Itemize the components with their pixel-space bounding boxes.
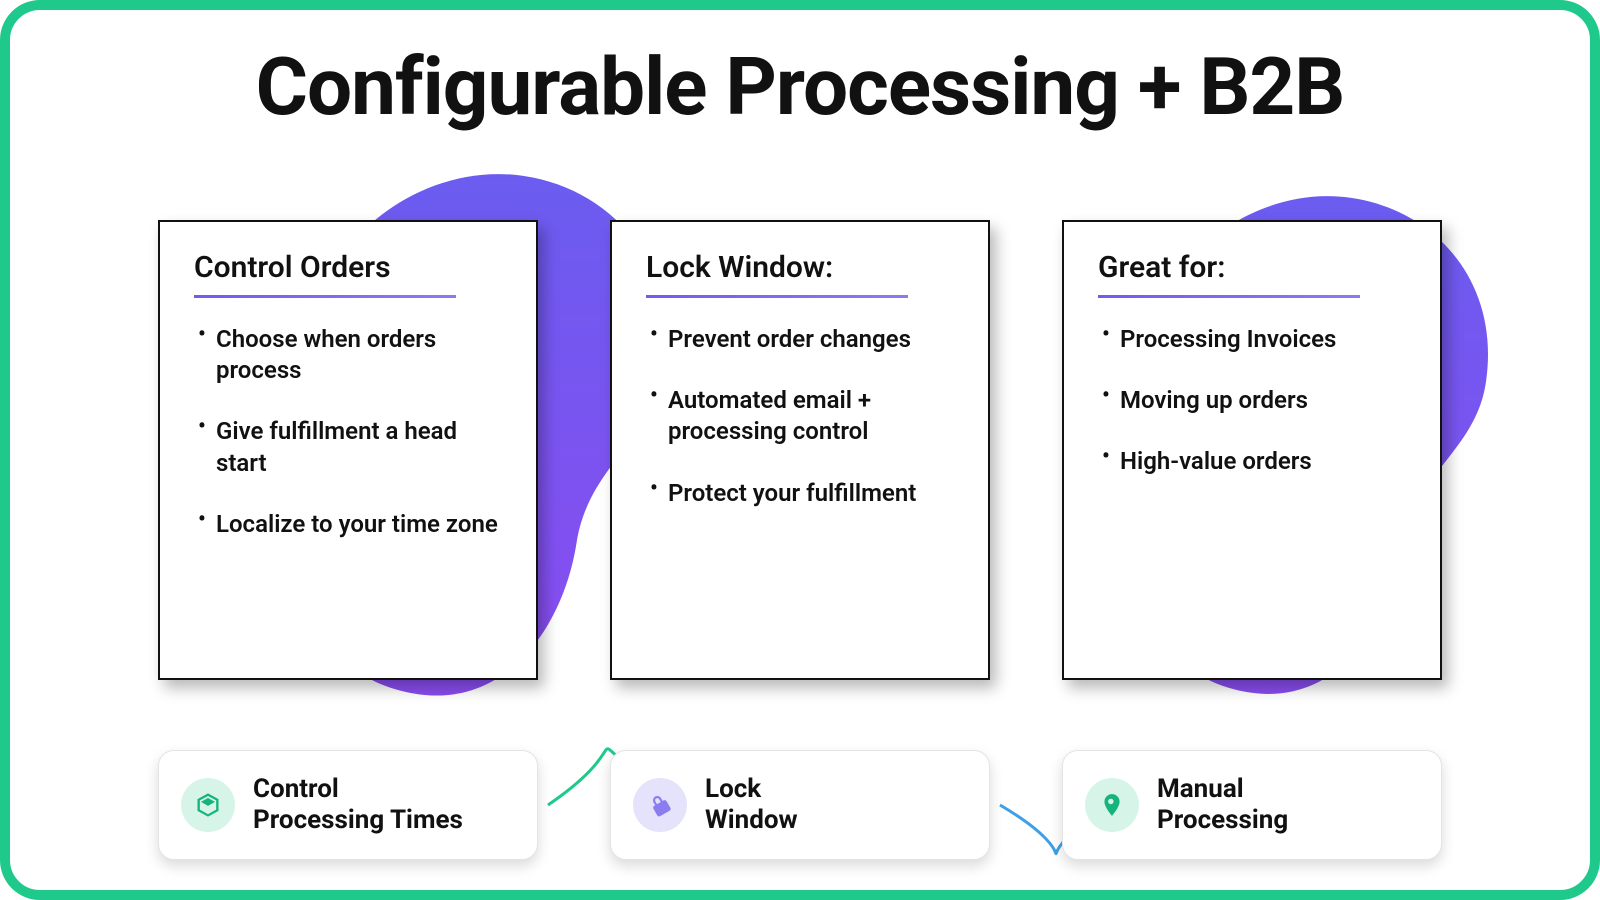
- card-list-item: Give fulfillment a head start: [194, 416, 502, 478]
- card-title: Great for:: [1098, 250, 1406, 285]
- cube-icon: [181, 778, 235, 832]
- chip-label: ControlProcessing Times: [253, 774, 463, 836]
- card-list-item: High-value orders: [1098, 446, 1406, 477]
- chip-label: ManualProcessing: [1157, 774, 1288, 836]
- chips-row: ControlProcessing Times LockWindow ManualP…: [10, 750, 1590, 860]
- card-list-item: Protect your fulfillment: [646, 478, 954, 509]
- card-title: Control Orders: [194, 250, 502, 285]
- card-underline: [194, 295, 456, 298]
- card-list-item: Moving up orders: [1098, 385, 1406, 416]
- feature-card: Great for: Processing Invoices Moving up o…: [1062, 220, 1442, 680]
- card-list-item: Localize to your time zone: [194, 509, 502, 540]
- card-title: Lock Window:: [646, 250, 954, 285]
- card-underline: [646, 295, 908, 298]
- card-list: Choose when orders process Give fulfillme…: [194, 324, 502, 540]
- card-list: Prevent order changes Automated email + p…: [646, 324, 954, 509]
- cards-row: Control Orders Choose when orders process…: [10, 220, 1590, 680]
- feature-chip: ManualProcessing: [1062, 750, 1442, 860]
- card-list-item: Processing Invoices: [1098, 324, 1406, 355]
- card-list-item: Choose when orders process: [194, 324, 502, 386]
- feature-card: Control Orders Choose when orders process…: [158, 220, 538, 680]
- infographic-frame: Configurable Processing + B2B Control Or…: [0, 0, 1600, 900]
- card-list: Processing Invoices Moving up orders High-…: [1098, 324, 1406, 478]
- feature-card: Lock Window: Prevent order changes Automat…: [610, 220, 990, 680]
- feature-chip: LockWindow: [610, 750, 990, 860]
- lock-icon: [633, 778, 687, 832]
- pin-icon: [1085, 778, 1139, 832]
- chip-label: LockWindow: [705, 774, 798, 836]
- card-list-item: Prevent order changes: [646, 324, 954, 355]
- page-title: Configurable Processing + B2B: [10, 40, 1590, 134]
- feature-chip: ControlProcessing Times: [158, 750, 538, 860]
- card-underline: [1098, 295, 1360, 298]
- card-list-item: Automated email + processing control: [646, 385, 954, 447]
